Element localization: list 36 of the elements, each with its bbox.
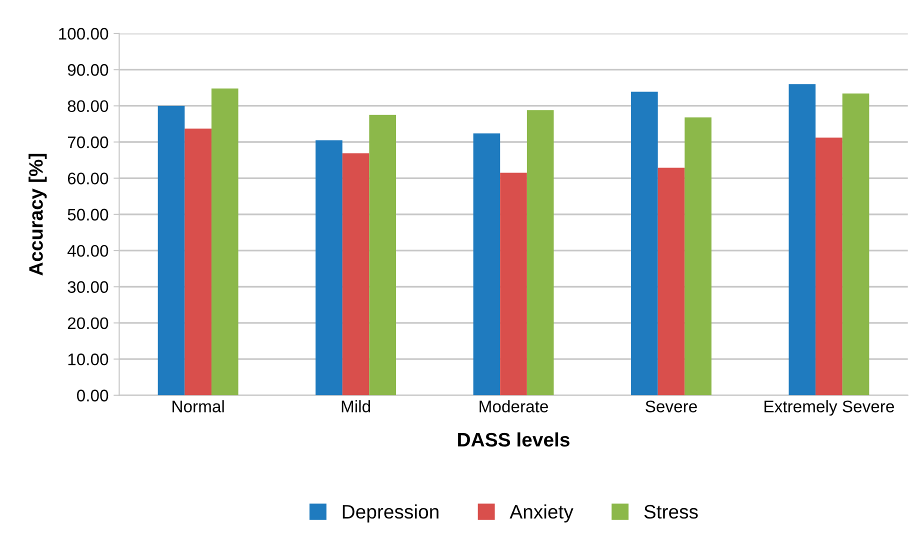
y-tick-label: 60.00 — [68, 172, 108, 184]
bar — [184, 128, 212, 396]
legend-label: Anxiety — [510, 504, 574, 522]
bar — [473, 133, 500, 396]
y-tick-label: 50.00 — [68, 208, 108, 221]
y-tick-label: 80.00 — [68, 100, 108, 112]
bar — [816, 138, 842, 396]
y-tick-label: 40.00 — [67, 244, 108, 257]
x-axis-title: DASS levels — [458, 432, 570, 447]
bar — [500, 172, 527, 396]
y-tick-label: 0.00 — [77, 390, 108, 402]
bar — [211, 88, 238, 396]
bar — [316, 140, 342, 396]
y-tick-label: 70.00 — [68, 136, 108, 148]
bar — [526, 110, 554, 396]
y-tick-label: 20.00 — [68, 317, 108, 330]
bar — [658, 168, 685, 396]
bar — [684, 117, 712, 396]
legend-label: Stress — [644, 504, 698, 519]
bar — [158, 106, 185, 396]
x-tick-label: Extremely Severe — [764, 400, 894, 416]
y-tick-label: 10.00 — [68, 354, 108, 366]
bar — [842, 94, 870, 396]
legend-label: Depression — [342, 504, 438, 522]
x-tick-label: Moderate — [480, 400, 548, 412]
bar — [369, 114, 396, 396]
x-tick-label: Normal — [172, 400, 224, 412]
x-tick-label: Severe — [646, 400, 697, 412]
bar — [342, 153, 370, 396]
bar — [631, 92, 658, 396]
x-tick-label: Mild — [342, 400, 370, 412]
y-tick-label: 100.00 — [59, 28, 108, 40]
y-tick-label: 90.00 — [68, 64, 108, 76]
bar — [788, 84, 816, 396]
y-tick-label: 30.00 — [68, 281, 108, 293]
y-axis-title: Accuracy [%] — [28, 154, 47, 276]
